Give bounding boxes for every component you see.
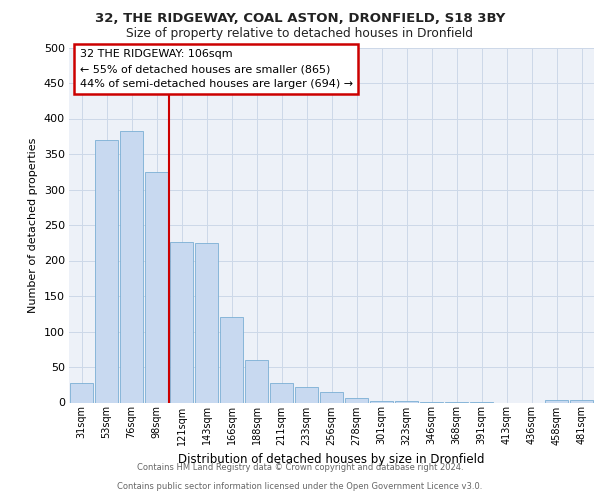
Bar (345, 398, 368, 402)
Bar (370, 401, 393, 402)
Text: Contains HM Land Registry data © Crown copyright and database right 2024.: Contains HM Land Registry data © Crown c… (137, 464, 463, 472)
Text: 32 THE RIDGEWAY: 106sqm
← 55% of detached houses are smaller (865)
44% of semi-d: 32 THE RIDGEWAY: 106sqm ← 55% of detache… (79, 50, 353, 89)
Y-axis label: Number of detached properties: Number of detached properties (28, 138, 38, 312)
Text: Contains public sector information licensed under the Open Government Licence v3: Contains public sector information licen… (118, 482, 482, 491)
Bar (395, 401, 418, 402)
Bar (270, 384, 293, 402)
Bar (120, 130, 143, 402)
Bar (320, 392, 343, 402)
Bar (295, 387, 318, 402)
Bar (145, 172, 168, 402)
X-axis label: Distribution of detached houses by size in Dronfield: Distribution of detached houses by size … (178, 453, 485, 466)
Bar (70, 384, 93, 402)
Text: 32, THE RIDGEWAY, COAL ASTON, DRONFIELD, S18 3BY: 32, THE RIDGEWAY, COAL ASTON, DRONFIELD,… (95, 12, 505, 26)
Bar (195, 243, 218, 402)
Bar (545, 400, 568, 402)
Bar (170, 242, 193, 402)
Bar (220, 318, 243, 402)
Bar (570, 400, 593, 402)
Bar (245, 360, 268, 403)
Bar (95, 140, 118, 402)
Text: Size of property relative to detached houses in Dronfield: Size of property relative to detached ho… (127, 28, 473, 40)
